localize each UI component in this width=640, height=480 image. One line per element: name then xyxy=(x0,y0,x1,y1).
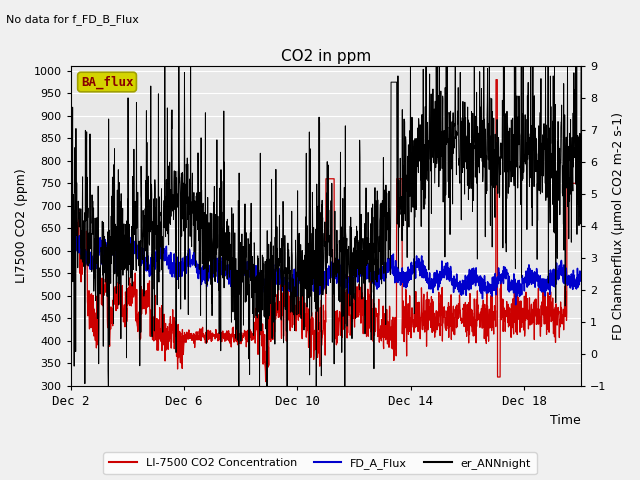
Y-axis label: FD Chamberflux (μmol CO2 m-2 s-1): FD Chamberflux (μmol CO2 m-2 s-1) xyxy=(612,112,625,340)
Legend: LI-7500 CO2 Concentration, FD_A_Flux, er_ANNnight: LI-7500 CO2 Concentration, FD_A_Flux, er… xyxy=(104,453,536,474)
Title: CO2 in ppm: CO2 in ppm xyxy=(281,48,371,63)
X-axis label: Time: Time xyxy=(550,414,581,427)
Text: BA_flux: BA_flux xyxy=(81,75,133,89)
Y-axis label: LI7500 CO2 (ppm): LI7500 CO2 (ppm) xyxy=(15,168,28,284)
Text: No data for f_FD_B_Flux: No data for f_FD_B_Flux xyxy=(6,14,140,25)
